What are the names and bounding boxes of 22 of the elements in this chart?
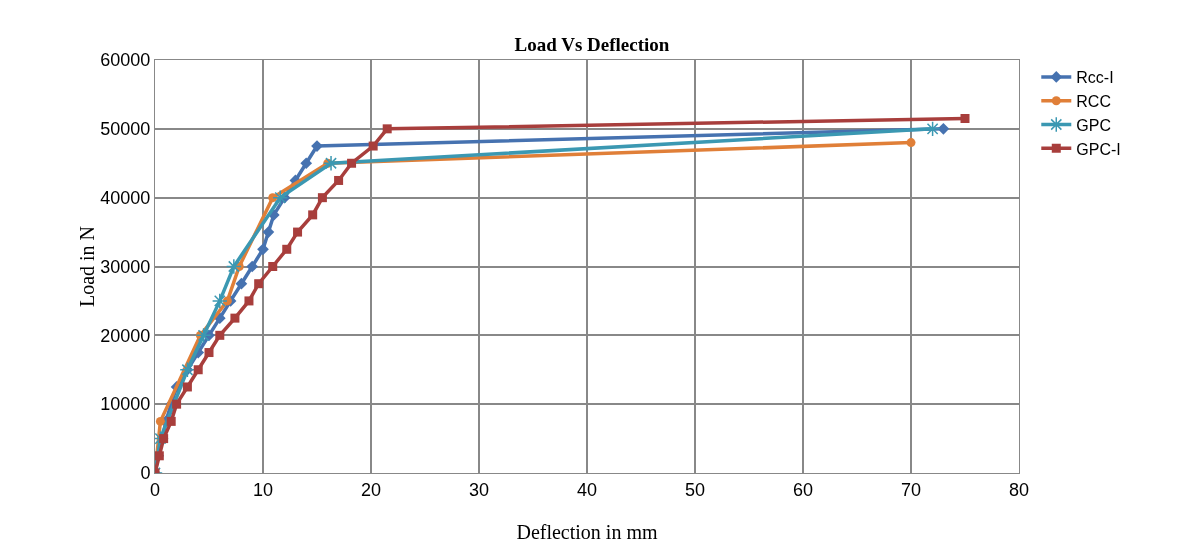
y-tick-label: 10000	[100, 394, 151, 415]
x-tick-label: 50	[684, 479, 706, 500]
x-tick-label: 40	[576, 479, 598, 500]
chart-title: Load Vs Deflection	[514, 34, 670, 56]
x-axis-title: Deflection in mm	[516, 521, 658, 543]
legend-label: Rcc-I	[1076, 69, 1114, 87]
x-tick-label: 10	[252, 479, 274, 500]
y-tick-label: 50000	[100, 119, 151, 140]
y-tick-label: 0	[140, 463, 151, 484]
legend-label: RCC	[1076, 92, 1111, 110]
x-tick-label: 30	[468, 479, 490, 500]
x-tick-label: 70	[900, 479, 922, 500]
x-tick-label: 20	[360, 479, 382, 500]
legend-label: GPC	[1076, 116, 1111, 134]
y-tick-label: 30000	[100, 256, 151, 277]
y-tick-label: 60000	[100, 50, 151, 71]
x-tick-label: 80	[1008, 479, 1030, 500]
y-tick-label: 40000	[100, 187, 151, 208]
y-tick-label: 20000	[100, 325, 151, 346]
x-tick-label: 60	[792, 479, 814, 500]
legend-label: GPC-I	[1076, 140, 1121, 158]
y-axis-title: Load in N	[76, 225, 99, 308]
